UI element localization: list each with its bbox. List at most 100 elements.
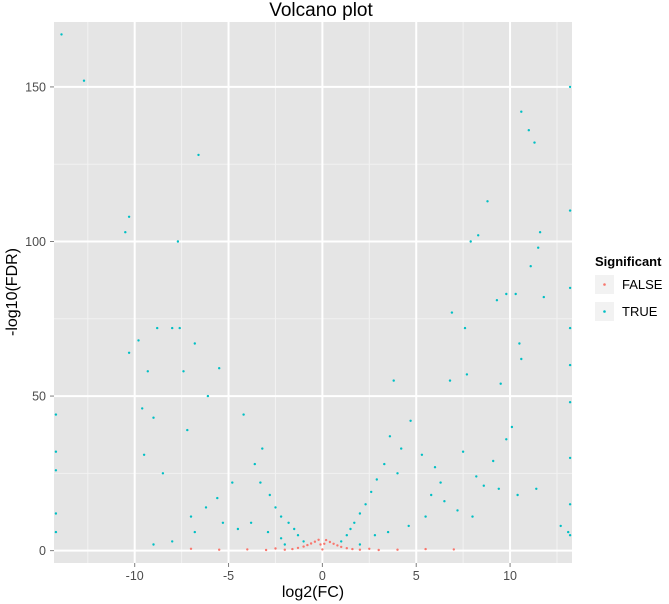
point-true (568, 456, 572, 460)
point-false (291, 547, 294, 551)
point-true (353, 521, 356, 524)
point-true (302, 540, 305, 543)
point-false (351, 547, 354, 551)
point-true (559, 524, 562, 528)
x-tick-label: 0 (319, 569, 326, 583)
point-true (461, 450, 465, 453)
point-true (236, 527, 240, 531)
point-false (189, 547, 193, 550)
point-true (296, 534, 300, 537)
y-tick-label: 0 (39, 544, 46, 558)
point-true (396, 472, 399, 475)
legend: Significant FALSE TRUE (595, 254, 663, 321)
point-true (450, 311, 454, 314)
x-axis-title: log2(FC) (282, 584, 344, 601)
point-false (323, 542, 326, 545)
point-true (568, 534, 572, 537)
x-tick-label: -5 (223, 569, 234, 583)
point-false (396, 548, 399, 551)
legend-label-false: FALSE (622, 277, 663, 292)
point-true (182, 370, 185, 373)
point-true (430, 493, 433, 497)
x-tick-label: -10 (126, 569, 144, 583)
point-true (505, 438, 508, 441)
point-true (345, 534, 348, 537)
point-false (309, 542, 313, 545)
point-true (469, 240, 472, 243)
point-false (302, 545, 305, 548)
y-tick-label: 100 (25, 235, 46, 249)
point-true (409, 419, 412, 422)
point-true (375, 478, 378, 481)
point-true (400, 447, 403, 450)
point-false (283, 548, 286, 551)
point-true (206, 394, 210, 398)
point-true (268, 493, 271, 497)
point-true (520, 357, 523, 361)
point-true (567, 530, 570, 534)
point-true (568, 286, 572, 290)
legend-label-true: TRUE (622, 304, 658, 319)
point-true (161, 472, 165, 475)
point-true (388, 435, 392, 438)
point-true (283, 543, 286, 546)
point-true (370, 490, 373, 494)
point-true (293, 527, 296, 531)
point-true (510, 425, 514, 429)
point-true (499, 382, 502, 385)
point-true (486, 200, 489, 203)
point-true (495, 299, 499, 302)
major-gridlines (54, 22, 572, 563)
point-true (482, 484, 485, 487)
point-false (274, 547, 277, 550)
point-true (176, 240, 180, 243)
point-true (127, 215, 131, 218)
point-true (197, 153, 200, 157)
point-true (492, 459, 495, 463)
point-false (336, 544, 339, 547)
point-true (463, 326, 467, 330)
point-false (246, 548, 249, 551)
point-false (296, 546, 300, 550)
point-true (533, 141, 536, 144)
point-false (264, 548, 268, 552)
point-true (568, 401, 572, 404)
point-true (386, 530, 390, 534)
point-true (349, 527, 352, 531)
data-points (54, 33, 572, 552)
point-true (171, 326, 174, 330)
point-true (471, 515, 474, 518)
x-axis-ticks: -10 -5 0 5 10 (126, 563, 517, 583)
point-true (253, 462, 256, 466)
point-false (218, 548, 221, 551)
x-tick-label: 5 (413, 569, 420, 583)
point-false (313, 540, 317, 543)
point-false (345, 547, 348, 550)
point-true (527, 129, 530, 132)
minor-gridlines (54, 22, 572, 563)
point-false (332, 542, 335, 545)
point-true (189, 515, 193, 518)
point-true (287, 521, 290, 524)
point-true (358, 512, 362, 515)
point-false (319, 543, 322, 546)
point-true (218, 367, 221, 370)
point-true (568, 326, 572, 330)
point-false (377, 548, 380, 552)
point-true (178, 326, 181, 330)
point-true (448, 379, 452, 382)
point-true (568, 85, 572, 89)
point-true (266, 530, 270, 534)
point-true (537, 246, 540, 249)
point-true (171, 540, 174, 543)
point-true (156, 326, 159, 330)
point-true (358, 543, 362, 546)
point-true (340, 540, 343, 543)
point-true (54, 512, 58, 515)
point-true (216, 496, 219, 500)
point-true (60, 33, 63, 36)
y-axis-ticks: 0 50 100 150 (25, 80, 54, 558)
legend-dot-false (603, 283, 606, 286)
point-false (317, 538, 320, 541)
point-true (274, 506, 277, 509)
